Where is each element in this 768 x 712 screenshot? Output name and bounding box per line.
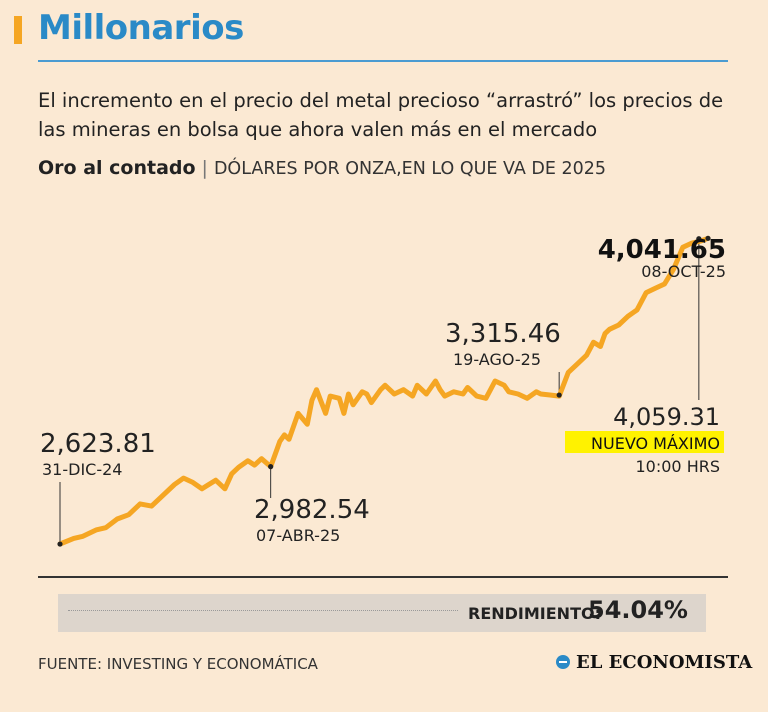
chart-unit: DÓLARES POR ONZA,EN LO QUE VA DE 2025 xyxy=(213,159,607,179)
title-accent-bar xyxy=(14,16,22,44)
label-aug-value: 3,315.46 xyxy=(445,319,561,349)
el-economista-logo-icon xyxy=(556,655,570,669)
annotation-point-1 xyxy=(268,464,274,470)
rendimiento-label: RENDIMIENTO: xyxy=(468,604,601,623)
rendimiento-box xyxy=(58,594,706,632)
label-end-date: 08-OCT-25 xyxy=(641,262,726,281)
label-end-value: 4,041.65 xyxy=(598,235,726,265)
footer-divider xyxy=(38,576,728,578)
label-max-time: 10:00 HRS xyxy=(636,457,721,476)
annotation-point-3 xyxy=(705,235,711,241)
label-max-label: NUEVO MÁXIMO xyxy=(591,434,720,453)
chart-title: Oro al contado xyxy=(38,157,196,179)
rendimiento-leader-dots xyxy=(68,610,458,611)
source-note: FUENTE: INVESTING Y ECONOMÁTICA xyxy=(38,655,318,673)
label-apr-value: 2,982.54 xyxy=(254,495,370,525)
subtitle: El incremento en el precio del metal pre… xyxy=(38,89,724,141)
title-divider xyxy=(38,60,728,62)
label-max-value: 4,059.31 xyxy=(613,403,720,431)
annotation-point-2 xyxy=(556,392,562,398)
label-start-date: 31-DIC-24 xyxy=(42,460,122,479)
brand-name: EL ECONOMISTA xyxy=(576,652,753,673)
brand-logo: EL ECONOMISTA xyxy=(556,652,752,673)
max-highlight xyxy=(565,431,724,453)
annotation-point-0 xyxy=(57,541,63,547)
chart-heading-separator: | xyxy=(201,157,208,179)
chart-heading: Oro al contado | DÓLARES POR ONZA,EN LO QU… xyxy=(38,157,606,179)
page-title: Millonarios xyxy=(38,8,244,48)
series-line-oro xyxy=(57,235,711,547)
annotation-markers xyxy=(57,235,711,547)
rendimiento-value: 54.04% xyxy=(588,596,688,624)
annotation-point-4 xyxy=(696,236,702,242)
label-start-value: 2,623.81 xyxy=(40,429,156,459)
label-aug-date: 19-AGO-25 xyxy=(453,350,541,369)
label-apr-date: 07-ABR-25 xyxy=(256,526,340,545)
